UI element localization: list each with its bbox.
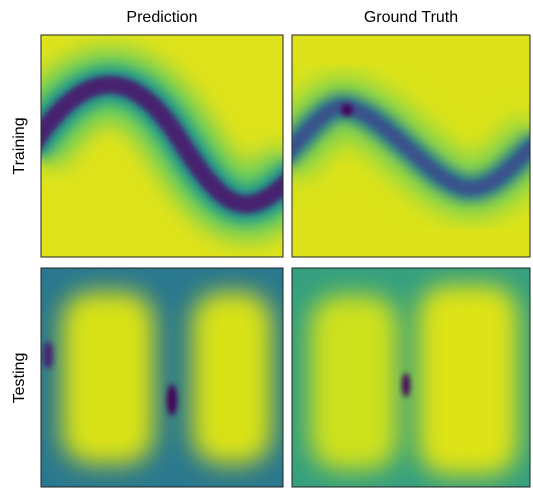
column-title: Ground Truth [364, 9, 458, 26]
row-label: Testing [11, 353, 28, 404]
heatmap [280, 35, 533, 257]
heatmap [292, 268, 530, 487]
heatmap [41, 268, 283, 487]
row-label: Training [11, 117, 28, 174]
column-title: Prediction [126, 9, 197, 26]
heatmap [30, 35, 300, 257]
figure: Prediction Ground Truth Training Testing [0, 0, 533, 488]
